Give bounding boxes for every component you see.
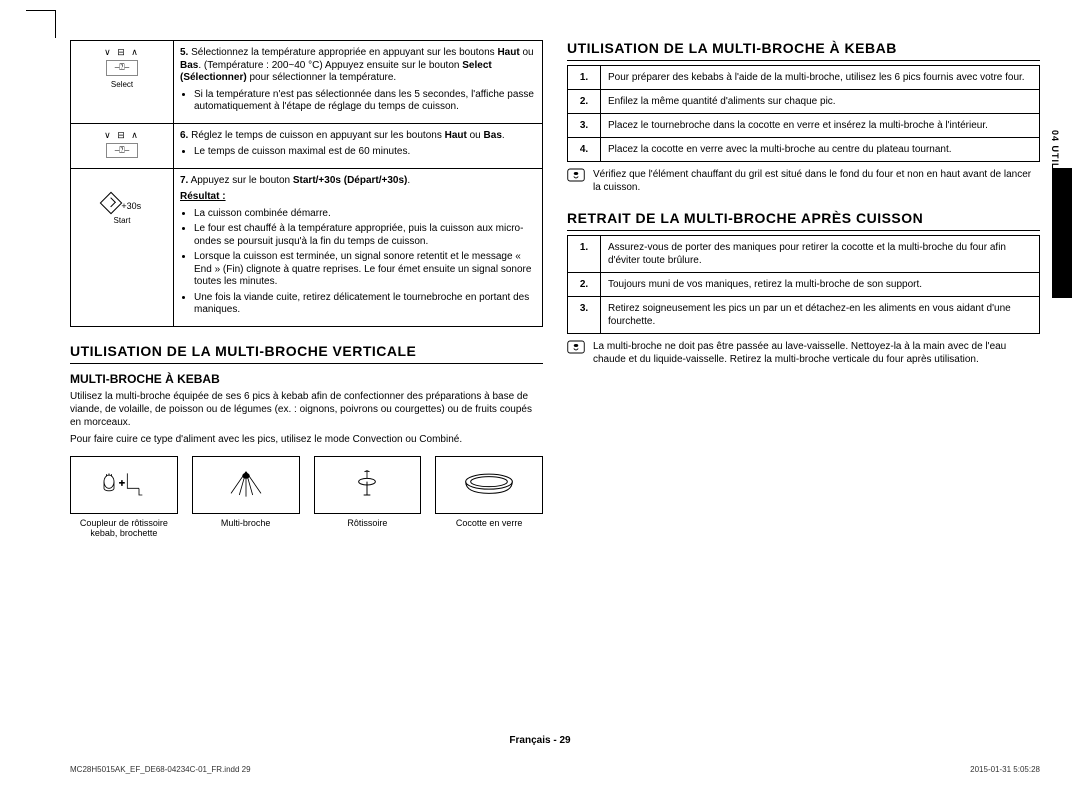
step-number: 1. (568, 66, 601, 90)
step-number: 3. (568, 114, 601, 138)
step-text: Pour préparer des kebabs à l'aide de la … (601, 66, 1040, 90)
note-handwash: La multi-broche ne doit pas être passée … (567, 340, 1040, 366)
step-number: 1. (568, 236, 601, 273)
page-footer-center: Français - 29 (0, 735, 1080, 746)
heading-vertical-spit: UTILISATION DE LA MULTI-BROCHE VERTICALE (70, 343, 543, 364)
page-footer-left: MC28H5015AK_EF_DE68-04234C-01_FR.indd 29 (70, 765, 251, 774)
accessory-item: + Coupleur de rôtissoire kebab, brochette (70, 456, 178, 538)
heading-remove-spit: RETRAIT DE LA MULTI-BROCHE APRÈS CUISSON (567, 210, 1040, 231)
step-number: 3. (568, 297, 601, 334)
accessory-item: Multi-broche (192, 456, 300, 538)
note-icon (567, 168, 593, 194)
accessory-icon (192, 456, 300, 514)
step-number: 2. (568, 90, 601, 114)
accessory-label: Cocotte en verre (435, 518, 543, 528)
step-text-cell: 5. Sélectionnez la température approprié… (174, 41, 543, 124)
svg-text:+: + (119, 478, 125, 489)
accessory-icon: + (70, 456, 178, 514)
kebab-steps-table: 1.Pour préparer des kebabs à l'aide de l… (567, 65, 1040, 162)
thumb-tab (1052, 168, 1072, 298)
note-text: Vérifiez que l'élément chauffant du gril… (593, 168, 1040, 194)
step-icon-cell: ∨ ⊟ ∧⎯⍰⎯ (71, 123, 174, 168)
page-footer-right: 2015-01-31 5:05:28 (970, 765, 1040, 774)
accessory-item: Rôtissoire (314, 456, 422, 538)
step-text: Placez la cocotte en verre avec la multi… (601, 138, 1040, 162)
heading-use-kebab: UTILISATION DE LA MULTI-BROCHE À KEBAB (567, 40, 1040, 61)
step-number: 4. (568, 138, 601, 162)
note-text: La multi-broche ne doit pas être passée … (593, 340, 1040, 366)
step-text-cell: 6. Réglez le temps de cuisson en appuyan… (174, 123, 543, 168)
note-icon (567, 340, 593, 366)
accessory-row: + Coupleur de rôtissoire kebab, brochette… (70, 456, 543, 538)
step-text-cell: 7. Appuyez sur le bouton Start/+30s (Dép… (174, 168, 543, 326)
accessory-label: Coupleur de rôtissoire kebab, brochette (70, 518, 178, 538)
accessory-label: Multi-broche (192, 518, 300, 528)
step-text: Toujours muni de vos maniques, retirez l… (601, 273, 1040, 297)
subheading-kebab: MULTI-BROCHE À KEBAB (70, 372, 543, 386)
kebab-paragraph-1: Utilisez la multi-broche équipée de ses … (70, 390, 543, 429)
step-text: Assurez-vous de porter des maniques pour… (601, 236, 1040, 273)
step-text: Enfilez la même quantité d'aliments sur … (601, 90, 1040, 114)
remove-steps-table: 1.Assurez-vous de porter des maniques po… (567, 235, 1040, 334)
left-column: ∨ ⊟ ∧⎯⍰⎯Select5. Sélectionnez la tempéra… (70, 40, 543, 538)
step-number: 2. (568, 273, 601, 297)
step-text: Retirez soigneusement les pics un par un… (601, 297, 1040, 334)
accessory-icon (314, 456, 422, 514)
instruction-table: ∨ ⊟ ∧⎯⍰⎯Select5. Sélectionnez la tempéra… (70, 40, 543, 327)
accessory-icon (435, 456, 543, 514)
accessory-item: Cocotte en verre (435, 456, 543, 538)
step-icon-cell: ∨ ⊟ ∧⎯⍰⎯Select (71, 41, 174, 124)
step-text: Placez le tournebroche dans la cocotte e… (601, 114, 1040, 138)
step-icon-cell: +30sStart (71, 168, 174, 326)
accessory-label: Rôtissoire (314, 518, 422, 528)
right-column: UTILISATION DE LA MULTI-BROCHE À KEBAB 1… (567, 40, 1040, 538)
note-grill-element: Vérifiez que l'élément chauffant du gril… (567, 168, 1040, 194)
kebab-paragraph-2: Pour faire cuire ce type d'aliment avec … (70, 433, 543, 446)
